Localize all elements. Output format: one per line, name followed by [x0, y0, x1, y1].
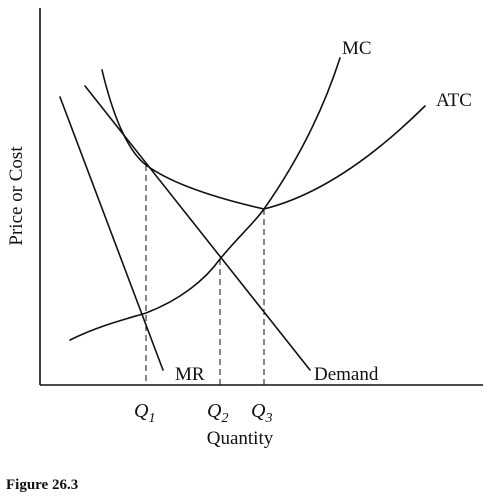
q1-label-main: Q — [134, 400, 149, 422]
mc-label: MC — [342, 38, 372, 59]
q3-label-sub: 3 — [264, 411, 272, 426]
mr-curve — [59, 96, 164, 371]
mr-label: MR — [175, 364, 205, 385]
demand-label: Demand — [314, 364, 379, 385]
q2-label: Q2 — [207, 400, 228, 426]
q2-label-main: Q — [207, 400, 222, 422]
q1-label: Q1 — [134, 400, 155, 426]
q2-label-sub: 2 — [221, 411, 228, 426]
demand-curve — [84, 85, 311, 371]
mc-curve — [69, 57, 341, 341]
atc-curve — [101, 69, 426, 210]
q3-label: Q3 — [251, 400, 272, 426]
figure-caption: Figure 26.3 — [6, 477, 78, 493]
q3-label-main: Q — [251, 400, 266, 422]
x-axis-label: Quantity — [207, 428, 274, 449]
atc-label: ATC — [436, 90, 472, 111]
y-axis-label: Price or Cost — [6, 146, 27, 246]
q1-label-sub: 1 — [148, 411, 155, 426]
